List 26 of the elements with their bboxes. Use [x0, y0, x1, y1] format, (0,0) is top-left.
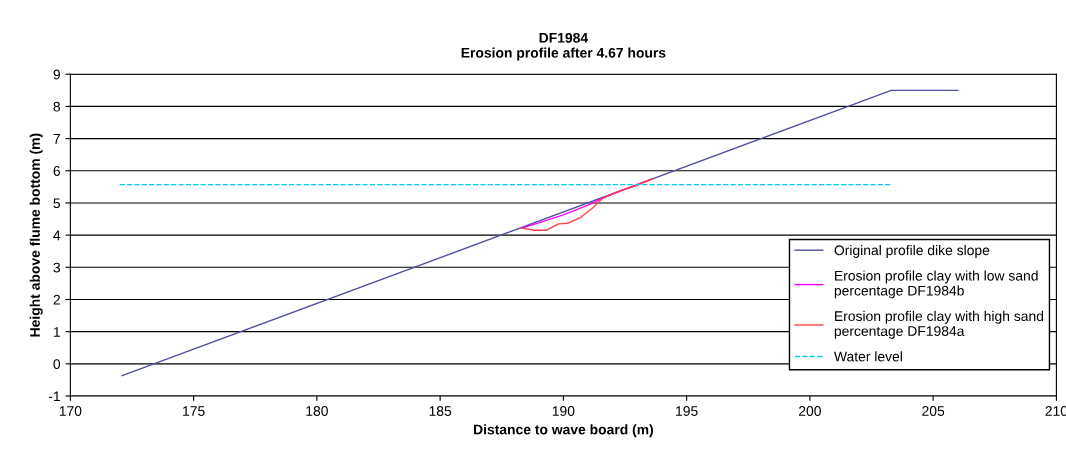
x-tick-label: 205: [922, 406, 945, 416]
y-tick-label: 1: [53, 327, 60, 337]
x-tick-label: 190: [552, 406, 575, 416]
x-axis-title: Distance to wave board (m): [474, 424, 653, 438]
x-tick-label: 200: [799, 406, 821, 416]
y-tick-label: 5: [53, 198, 61, 209]
y-tick-label: 7: [53, 134, 60, 144]
legend-label: Water level: [833, 351, 902, 362]
y-tick-label: 8: [53, 101, 61, 112]
y-tick-label: 9: [53, 69, 60, 80]
chart-title: DF1984 Erosion profile after 4.67 hours: [461, 32, 666, 61]
y-tick-label: 6: [53, 166, 61, 176]
x-tick-label: 180: [306, 406, 328, 416]
y-tick-label: -1: [48, 391, 60, 402]
x-tick-label: 170: [59, 406, 82, 416]
legend-label: Erosion profile clay with low sand percentage DF1984b: [834, 270, 1038, 299]
x-tick-label: 185: [429, 406, 452, 416]
y-axis-title: Height above flume bottom (m): [29, 133, 43, 337]
y-tick-label: 4: [53, 230, 61, 241]
y-tick-label: 2: [53, 294, 60, 305]
x-tick-label: 175: [183, 406, 205, 416]
x-tick-label: 195: [676, 406, 698, 416]
y-tick-label: 0: [53, 359, 61, 369]
y-tick-label: 3: [53, 262, 61, 273]
legend-label: Original profile dike slope: [834, 244, 990, 258]
legend-label: Erosion profile clay with high sand percentage DF1984a: [834, 310, 1044, 339]
